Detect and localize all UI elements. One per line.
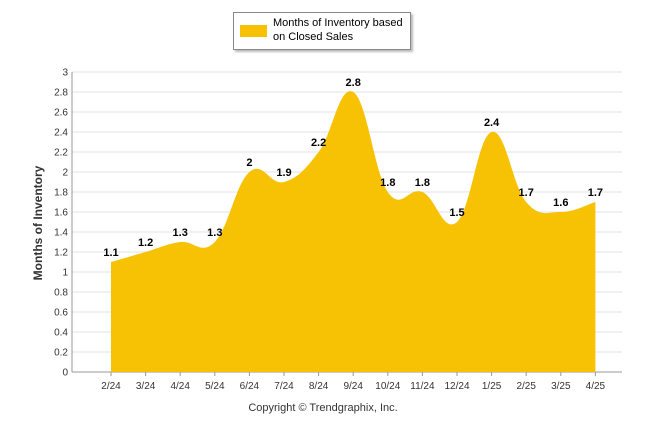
series-area-path bbox=[111, 91, 596, 372]
data-label: 1.2 bbox=[138, 237, 153, 249]
y-tick-label: 1.8 bbox=[54, 188, 68, 199]
data-label: 1.6 bbox=[553, 197, 568, 209]
data-label: 1.3 bbox=[173, 227, 188, 239]
data-label: 1.3 bbox=[207, 227, 222, 239]
x-tick-label: 12/24 bbox=[444, 381, 469, 392]
data-label: 2 bbox=[246, 157, 252, 169]
x-tick-label: 1/25 bbox=[482, 381, 502, 392]
x-tick-label: 5/24 bbox=[205, 381, 225, 392]
copyright: Copyright © Trendgraphix, Inc. bbox=[248, 402, 398, 414]
y-tick-label: 1.4 bbox=[54, 228, 68, 239]
data-label: 1.8 bbox=[415, 177, 430, 189]
data-label: 1.7 bbox=[588, 187, 603, 199]
y-tick-label: 2 bbox=[62, 168, 68, 179]
x-tick-label: 4/24 bbox=[170, 381, 190, 392]
data-label: 2.4 bbox=[484, 117, 500, 129]
y-tick-label: 1.6 bbox=[54, 208, 68, 219]
data-label: 2.8 bbox=[346, 77, 361, 89]
y-tick-label: 2.8 bbox=[54, 88, 68, 99]
data-label: 1.8 bbox=[380, 177, 395, 189]
x-tick-label: 2/25 bbox=[516, 381, 536, 392]
y-tick-label: 0.6 bbox=[54, 308, 68, 319]
data-labels: 1.1 1.2 1.3 1.3 2 1.9 2.2 2.8 1.8 1.8 1.5 2.4 1.7 1.6… bbox=[103, 77, 603, 259]
y-tick-label: 0.4 bbox=[54, 328, 68, 339]
y-tick-label: 3 bbox=[62, 68, 68, 79]
x-tick-label: 3/24 bbox=[136, 381, 156, 392]
y-axis-title: Months of Inventory bbox=[31, 165, 45, 281]
y-tick-label: 2.4 bbox=[54, 128, 68, 139]
y-tick-label: 2.6 bbox=[54, 108, 68, 119]
y-tick-label: 1.2 bbox=[54, 248, 68, 259]
x-tick-label: 11/24 bbox=[410, 381, 435, 392]
x-tick-label: 10/24 bbox=[375, 381, 400, 392]
x-tick-label: 2/24 bbox=[101, 381, 121, 392]
legend: Months of Inventory based on Closed Sale… bbox=[233, 12, 411, 50]
x-tick-label: 3/25 bbox=[551, 381, 571, 392]
y-axis-ticks: 0 0.2 0.4 0.6 0.8 1 1.2 1.4 1.6 1.8 2 2.2 2.4 2.6 2.8 3 bbox=[54, 68, 68, 379]
data-label: 1.7 bbox=[519, 187, 534, 199]
y-tick-label: 0.2 bbox=[54, 348, 68, 359]
data-label: 1.5 bbox=[449, 207, 464, 219]
y-tick-label: 0 bbox=[62, 368, 68, 379]
data-label: 1.1 bbox=[103, 247, 118, 259]
legend-label: Months of Inventory based on Closed Sale… bbox=[273, 17, 403, 43]
y-tick-label: 1 bbox=[62, 268, 68, 279]
x-tick-label: 6/24 bbox=[240, 381, 260, 392]
legend-swatch bbox=[240, 25, 267, 37]
x-tick-label: 7/24 bbox=[274, 381, 294, 392]
y-tick-label: 2.2 bbox=[54, 148, 68, 159]
x-tick-label: 4/25 bbox=[586, 381, 606, 392]
data-label: 2.2 bbox=[311, 137, 326, 149]
data-label: 1.9 bbox=[276, 167, 291, 179]
series-area bbox=[111, 91, 596, 372]
x-tick-label: 9/24 bbox=[343, 381, 363, 392]
x-tick-label: 8/24 bbox=[309, 381, 329, 392]
x-axis-ticks: 2/24 3/24 4/24 5/24 6/24 7/24 8/24 9/24 10/24 11/… bbox=[101, 372, 606, 392]
y-tick-label: 0.8 bbox=[54, 288, 68, 299]
